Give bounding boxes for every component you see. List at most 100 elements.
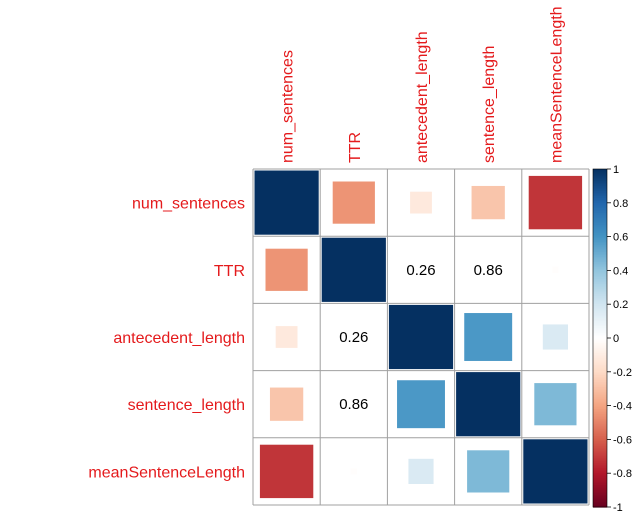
colorbar-segment	[593, 485, 607, 488]
correlation-square	[269, 387, 304, 421]
colorbar-segment	[593, 292, 607, 295]
colorbar-segment	[593, 218, 607, 221]
colorbar-segment	[593, 354, 607, 358]
colorbar-segment	[593, 326, 607, 329]
colorbar-segment	[593, 273, 607, 277]
colorbar-segment	[593, 500, 607, 503]
colorbar-tick-label: -0.8	[613, 468, 632, 480]
colorbar-segment	[593, 338, 607, 341]
row-label: meanSentenceLength	[88, 464, 245, 481]
colorbar-segment	[593, 439, 607, 442]
colorbar-segment	[593, 442, 607, 446]
colorbar-segment	[593, 483, 607, 486]
colorbar-segment	[593, 501, 607, 505]
colorbar-segment	[593, 419, 607, 422]
colorbar-segment	[593, 300, 607, 304]
colorbar-segment	[593, 202, 607, 206]
colorbar-segment	[593, 398, 607, 402]
colorbar-tick-label: 0.6	[613, 232, 628, 244]
colorbar-segment	[593, 444, 607, 447]
colorbar-segment	[593, 402, 607, 405]
colorbar-segment	[593, 207, 607, 211]
colorbar-segment	[593, 201, 607, 204]
correlation-square	[350, 468, 357, 475]
colorbar-segment	[593, 214, 607, 217]
colorbar-segment	[593, 231, 607, 234]
colorbar-tick-label: -0.6	[613, 434, 632, 446]
colorbar-segment	[593, 441, 607, 444]
colorbar-segment	[593, 473, 607, 476]
cell-value-label: 0.26	[406, 262, 435, 279]
colorbar-segment	[593, 400, 607, 403]
column-label: sentence_length	[481, 46, 498, 163]
colorbar-segment	[593, 229, 607, 233]
colorbar-segment	[593, 248, 607, 251]
colorbar-segment	[593, 272, 607, 275]
correlation-square	[397, 380, 445, 429]
colorbar-tick-label: -1	[613, 502, 623, 514]
colorbar-segment	[593, 503, 607, 506]
colorbar-segment	[593, 341, 607, 344]
colorbar-segment	[593, 177, 607, 180]
colorbar-segment	[593, 224, 607, 228]
colorbar-segment	[593, 437, 607, 440]
colorbar-segment	[593, 316, 607, 319]
colorbar-segment	[593, 459, 607, 462]
correlation-square	[410, 191, 432, 214]
colorbar-segment	[593, 412, 607, 415]
colorbar-segment	[593, 190, 607, 194]
colorbar-segment	[593, 327, 607, 331]
colorbar-segment	[593, 436, 607, 439]
correlation-square	[254, 170, 319, 235]
colorbar-segment	[593, 236, 607, 239]
colorbar-segment	[593, 192, 607, 195]
colorbar-segment	[593, 498, 607, 501]
colorbar-segment	[593, 414, 607, 417]
grid-lines	[252, 168, 590, 506]
colorbar-segment	[593, 277, 607, 280]
colorbar-segment	[593, 361, 607, 364]
colorbar-segment	[593, 261, 607, 265]
colorbar-segment	[593, 196, 607, 199]
colorbar-segment	[593, 245, 607, 248]
colorbar-segment	[593, 446, 607, 449]
colorbar-segment	[593, 294, 607, 297]
colorbar-segment	[593, 288, 607, 292]
colorbar-segment	[593, 403, 607, 407]
colorbar-segment	[593, 385, 607, 388]
colorbar-segment	[593, 496, 607, 500]
colorbar-segment	[593, 265, 607, 268]
colorbar-segment	[593, 388, 607, 391]
correlation-square	[265, 248, 308, 291]
colorbar-segment	[593, 463, 607, 466]
colorbar-segment	[593, 185, 607, 189]
column-label: num_sentences	[280, 50, 297, 163]
colorbar-segment	[593, 267, 607, 270]
colorbar-segment	[593, 256, 607, 260]
colorbar-segment	[593, 305, 607, 309]
colorbar-segment	[593, 233, 607, 236]
colorbar-segment	[593, 457, 607, 461]
colorbar-segment	[593, 321, 607, 324]
colorbar-segment	[593, 255, 607, 258]
colorbar-segment	[593, 370, 607, 373]
colorbar-segment	[593, 199, 607, 202]
row-label: antecedent_length	[113, 330, 245, 347]
correlation-square	[321, 237, 386, 302]
colorbar-segment	[593, 495, 607, 498]
colorbar-tick-label: -0.2	[613, 367, 632, 379]
colorbar-segment	[593, 434, 607, 437]
colorbar-segment	[593, 358, 607, 361]
colorbar-segment	[593, 481, 607, 484]
colorbar-segment	[593, 346, 607, 349]
colorbar-segment	[593, 290, 607, 293]
colorbar-segment	[593, 430, 607, 434]
colorbar-segment	[593, 375, 607, 378]
colorbar-segment	[593, 488, 607, 491]
colorbar-segment	[593, 461, 607, 464]
colorbar-segment	[593, 319, 607, 322]
colorbar-segment	[593, 371, 607, 375]
colorbar-segment	[593, 239, 607, 243]
correlation-square	[542, 324, 568, 350]
colorbar-segment	[593, 285, 607, 288]
